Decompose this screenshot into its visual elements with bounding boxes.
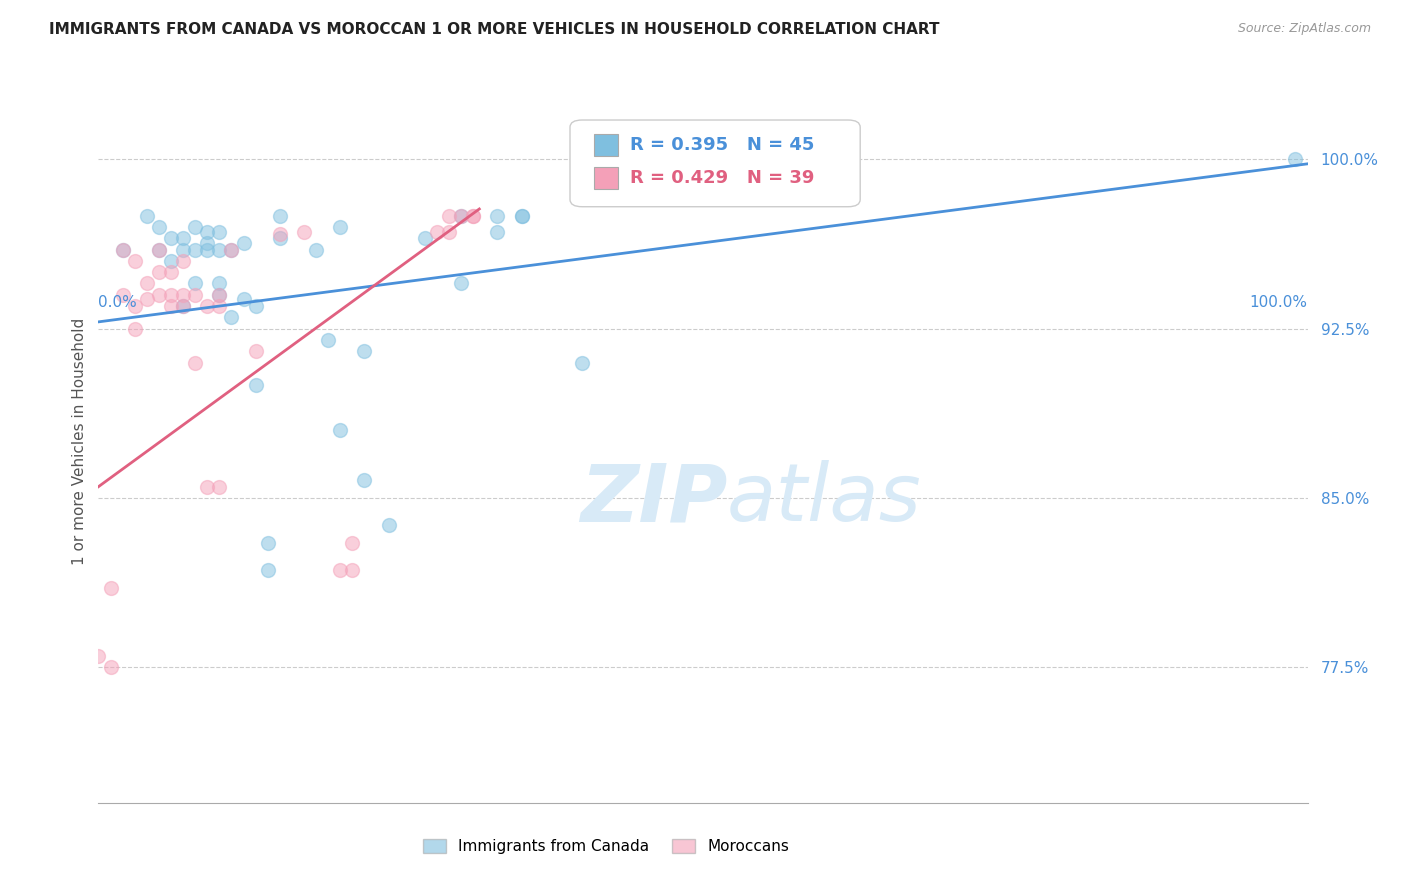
Point	[342, 536, 364, 550]
Point	[329, 220, 352, 235]
Point	[486, 225, 509, 239]
Point	[269, 231, 291, 245]
Point	[463, 209, 485, 223]
Text: 100.0%: 100.0%	[1250, 295, 1308, 310]
FancyBboxPatch shape	[595, 135, 619, 156]
Point	[245, 344, 267, 359]
Point	[426, 225, 449, 239]
Point	[305, 243, 328, 257]
Text: 0.0%: 0.0%	[98, 295, 138, 310]
Text: Source: ZipAtlas.com: Source: ZipAtlas.com	[1237, 22, 1371, 36]
Point	[184, 277, 207, 291]
Text: R = 0.429   N = 39: R = 0.429 N = 39	[630, 169, 815, 186]
Point	[172, 243, 194, 257]
Point	[208, 480, 231, 494]
Point	[1284, 153, 1306, 167]
Point	[172, 231, 194, 245]
Point	[208, 277, 231, 291]
Point	[353, 473, 375, 487]
Point	[450, 277, 472, 291]
Point	[135, 293, 157, 307]
Text: atlas: atlas	[727, 460, 922, 539]
Point	[160, 299, 183, 313]
Point	[184, 243, 207, 257]
Point	[148, 287, 170, 301]
Point	[184, 355, 207, 369]
Point	[148, 265, 170, 279]
Point	[172, 299, 194, 313]
Point	[184, 287, 207, 301]
Point	[195, 243, 218, 257]
Point	[195, 225, 218, 239]
Point	[221, 310, 243, 325]
Point	[221, 243, 243, 257]
Point	[232, 293, 254, 307]
Legend: Immigrants from Canada, Moroccans: Immigrants from Canada, Moroccans	[418, 833, 796, 860]
Point	[195, 235, 218, 250]
Point	[221, 243, 243, 257]
Point	[510, 209, 533, 223]
Point	[148, 220, 170, 235]
Point	[377, 518, 399, 533]
Point	[437, 209, 460, 223]
Point	[160, 231, 183, 245]
Point	[316, 333, 339, 347]
Point	[111, 287, 134, 301]
Point	[269, 209, 291, 223]
Point	[111, 243, 134, 257]
Point	[329, 423, 352, 437]
Point	[329, 563, 352, 577]
Point	[208, 225, 231, 239]
Point	[353, 344, 375, 359]
Point	[124, 321, 146, 335]
Point	[148, 243, 170, 257]
Point	[100, 582, 122, 596]
Point	[245, 378, 267, 392]
Point	[148, 243, 170, 257]
Point	[245, 299, 267, 313]
Point	[172, 299, 194, 313]
Point	[124, 253, 146, 268]
Point	[135, 209, 157, 223]
Point	[184, 220, 207, 235]
Point	[342, 563, 364, 577]
Point	[437, 225, 460, 239]
Point	[256, 536, 278, 550]
Point	[208, 299, 231, 313]
Point	[135, 277, 157, 291]
FancyBboxPatch shape	[595, 167, 619, 189]
Text: IMMIGRANTS FROM CANADA VS MOROCCAN 1 OR MORE VEHICLES IN HOUSEHOLD CORRELATION C: IMMIGRANTS FROM CANADA VS MOROCCAN 1 OR …	[49, 22, 939, 37]
Point	[450, 209, 472, 223]
Point	[172, 253, 194, 268]
Point	[124, 299, 146, 313]
Point	[463, 209, 485, 223]
Point	[232, 235, 254, 250]
Point	[571, 355, 593, 369]
Point	[486, 209, 509, 223]
Point	[100, 660, 122, 674]
Point	[269, 227, 291, 241]
Text: ZIP: ZIP	[579, 460, 727, 539]
Point	[195, 480, 218, 494]
Point	[87, 648, 110, 663]
Point	[413, 231, 436, 245]
Point	[195, 299, 218, 313]
Text: R = 0.395   N = 45: R = 0.395 N = 45	[630, 136, 815, 154]
Point	[208, 243, 231, 257]
Point	[208, 287, 231, 301]
Point	[160, 265, 183, 279]
Point	[160, 287, 183, 301]
Point	[172, 287, 194, 301]
Point	[256, 563, 278, 577]
Point	[160, 253, 183, 268]
Point	[450, 209, 472, 223]
Point	[510, 209, 533, 223]
Point	[111, 243, 134, 257]
Point	[292, 225, 315, 239]
FancyBboxPatch shape	[569, 120, 860, 207]
Y-axis label: 1 or more Vehicles in Household: 1 or more Vehicles in Household	[72, 318, 87, 566]
Point	[208, 287, 231, 301]
